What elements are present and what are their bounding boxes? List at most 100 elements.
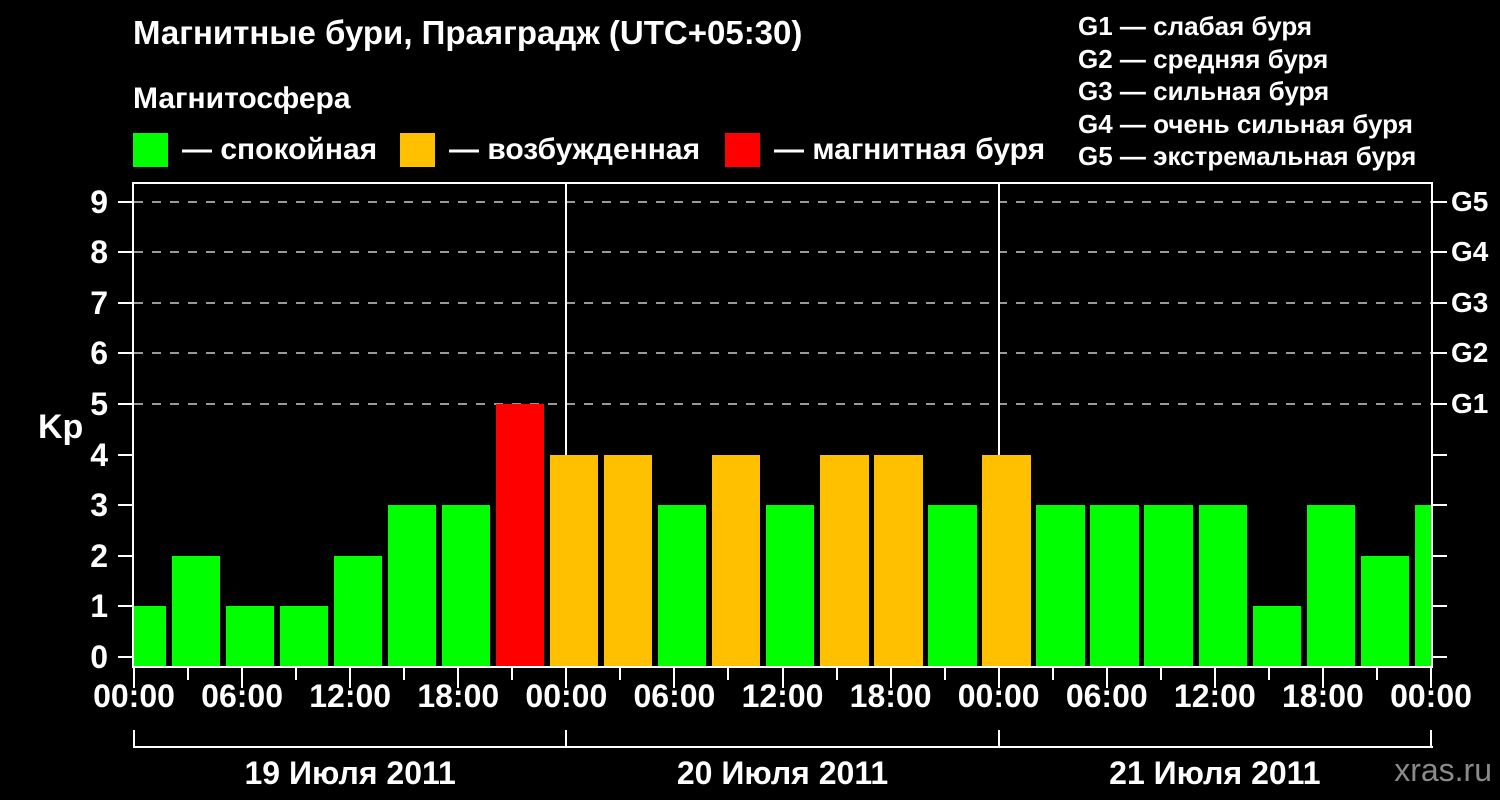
g-scale-label: G4 <box>1451 236 1489 268</box>
date-bracket <box>134 746 1433 748</box>
g-scale-label: G5 <box>1451 185 1489 217</box>
day-boundary-line <box>565 184 568 666</box>
legend-item-quiet: — спокойная <box>133 133 377 167</box>
x-axis-tick-minor <box>187 668 190 680</box>
legend-item-excited: — возбужденная <box>400 133 700 167</box>
x-tick-label: 00:00 <box>525 678 608 714</box>
kp-bar <box>134 606 166 666</box>
kp-bar <box>1414 505 1431 666</box>
date-label: 19 Июля 2011 <box>244 755 456 791</box>
x-axis-tick-major <box>133 668 135 688</box>
page-title: Магнитные бури, Праяградж (UTC+05:30) <box>133 14 803 51</box>
storm-scale-legend: G1 — слабая буря G2 — средняя буря G3 — си… <box>1078 10 1416 173</box>
legend-label-quiet: — спокойная <box>182 133 378 166</box>
y-tick-label: 3 <box>90 487 108 524</box>
y-tick-label: 8 <box>90 234 108 271</box>
kp-bar <box>820 454 869 666</box>
date-bracket-riser <box>997 730 1000 748</box>
storm-scale-line-g4: G4 — очень сильная буря <box>1078 108 1413 139</box>
kp-bar <box>874 454 923 666</box>
x-tick-label: 06:00 <box>1065 678 1148 714</box>
xras-watermark: xras.ru <box>1394 752 1492 788</box>
kp-bar <box>1252 606 1301 666</box>
y-axis-tick-left <box>118 554 132 557</box>
magnetosphere-label: Магнитосфера <box>133 82 351 115</box>
y-axis-tick-left <box>118 403 132 405</box>
kp-bar <box>441 505 491 666</box>
kp-bar <box>1360 555 1409 666</box>
kp-bar <box>1036 505 1085 666</box>
x-axis-tick-minor <box>619 668 622 680</box>
kp-bar <box>658 505 707 666</box>
y-axis-tick-right <box>1433 453 1447 456</box>
gridline-kp-5 <box>134 403 1431 405</box>
x-axis-tick-major <box>1430 668 1432 688</box>
date-label: 21 Июля 2011 <box>1109 755 1321 791</box>
y-axis-tick-right <box>1433 200 1447 203</box>
x-axis-tick-major <box>241 668 244 688</box>
y-axis-tick-right <box>1433 656 1447 658</box>
y-axis-tick-right <box>1433 504 1447 507</box>
g-scale-label: G2 <box>1451 337 1489 369</box>
x-axis-tick-major <box>457 668 460 688</box>
x-axis-tick-major <box>1105 668 1108 688</box>
storm-scale-line-g3: G3 — сильная буря <box>1078 76 1330 106</box>
y-axis-tick-left <box>118 605 132 608</box>
kp-bar <box>982 454 1031 666</box>
y-tick-label: 6 <box>90 335 108 372</box>
y-axis-tick-left <box>118 200 132 203</box>
x-axis-tick-major <box>1321 668 1324 688</box>
y-axis-tick-right <box>1433 605 1447 608</box>
x-tick-label: 06:00 <box>201 678 283 714</box>
x-axis-tick-major <box>889 668 892 688</box>
date-bracket-riser <box>565 730 568 748</box>
date-bracket-riser <box>133 730 135 748</box>
x-axis-tick-major <box>997 668 1000 688</box>
y-axis-title: Kp <box>38 408 84 446</box>
y-axis-tick-left <box>118 504 132 507</box>
kp-bar <box>225 606 275 666</box>
y-tick-label: 9 <box>90 183 108 220</box>
y-axis-tick-left <box>118 251 132 254</box>
x-axis-tick-major <box>673 668 676 688</box>
kp-bar <box>1144 505 1193 666</box>
x-tick-label: 00:00 <box>1390 678 1472 714</box>
x-axis-tick-minor <box>1267 668 1270 680</box>
legend-label-excited: — возбужденная <box>449 133 701 166</box>
x-axis-tick-minor <box>835 668 838 680</box>
gridline-kp-8 <box>134 251 1431 254</box>
gridline-kp-6 <box>134 352 1431 355</box>
legend-item-storm: — магнитная буря <box>725 133 1045 167</box>
kp-bar <box>1090 505 1139 666</box>
x-axis-tick-minor <box>1159 668 1162 680</box>
x-tick-label: 00:00 <box>957 678 1040 714</box>
storm-scale-line-g5: G5 — экстремальная буря <box>1078 141 1417 171</box>
x-tick-label: 18:00 <box>1281 678 1364 714</box>
bars-layer <box>134 184 1431 666</box>
excited-color-swatch <box>400 133 435 167</box>
y-axis-tick-left <box>118 301 132 304</box>
x-tick-label: 06:00 <box>633 678 716 714</box>
date-label: 20 Июля 2011 <box>676 755 889 791</box>
x-tick-label: 12:00 <box>1173 678 1256 714</box>
y-axis-tick-right <box>1433 403 1447 405</box>
x-axis-tick-minor <box>511 668 514 680</box>
x-axis-tick-major <box>565 668 568 688</box>
day-boundary-line <box>997 184 1000 666</box>
y-axis-tick-left <box>118 352 132 355</box>
x-tick-label: 18:00 <box>849 678 932 714</box>
y-axis-tick-right <box>1433 251 1447 254</box>
quiet-color-swatch <box>133 133 168 167</box>
kp-bar <box>171 555 221 666</box>
kp-bar <box>766 505 815 666</box>
kp-bar-chart: 0 1 2 3 4 5 6 7 8 9 G1 G2 G3 G4 G5 00:00 06:00 12:00 18:00… <box>90 182 1488 791</box>
kp-bar <box>387 505 437 666</box>
kp-bar <box>1306 505 1355 666</box>
gridline-kp-7 <box>134 301 1431 304</box>
y-axis-tick-right <box>1433 554 1447 557</box>
y-axis-tick-right <box>1433 352 1447 355</box>
x-axis-tick-minor <box>727 668 730 680</box>
kp-bar <box>550 454 599 666</box>
y-tick-label: 5 <box>90 386 108 422</box>
